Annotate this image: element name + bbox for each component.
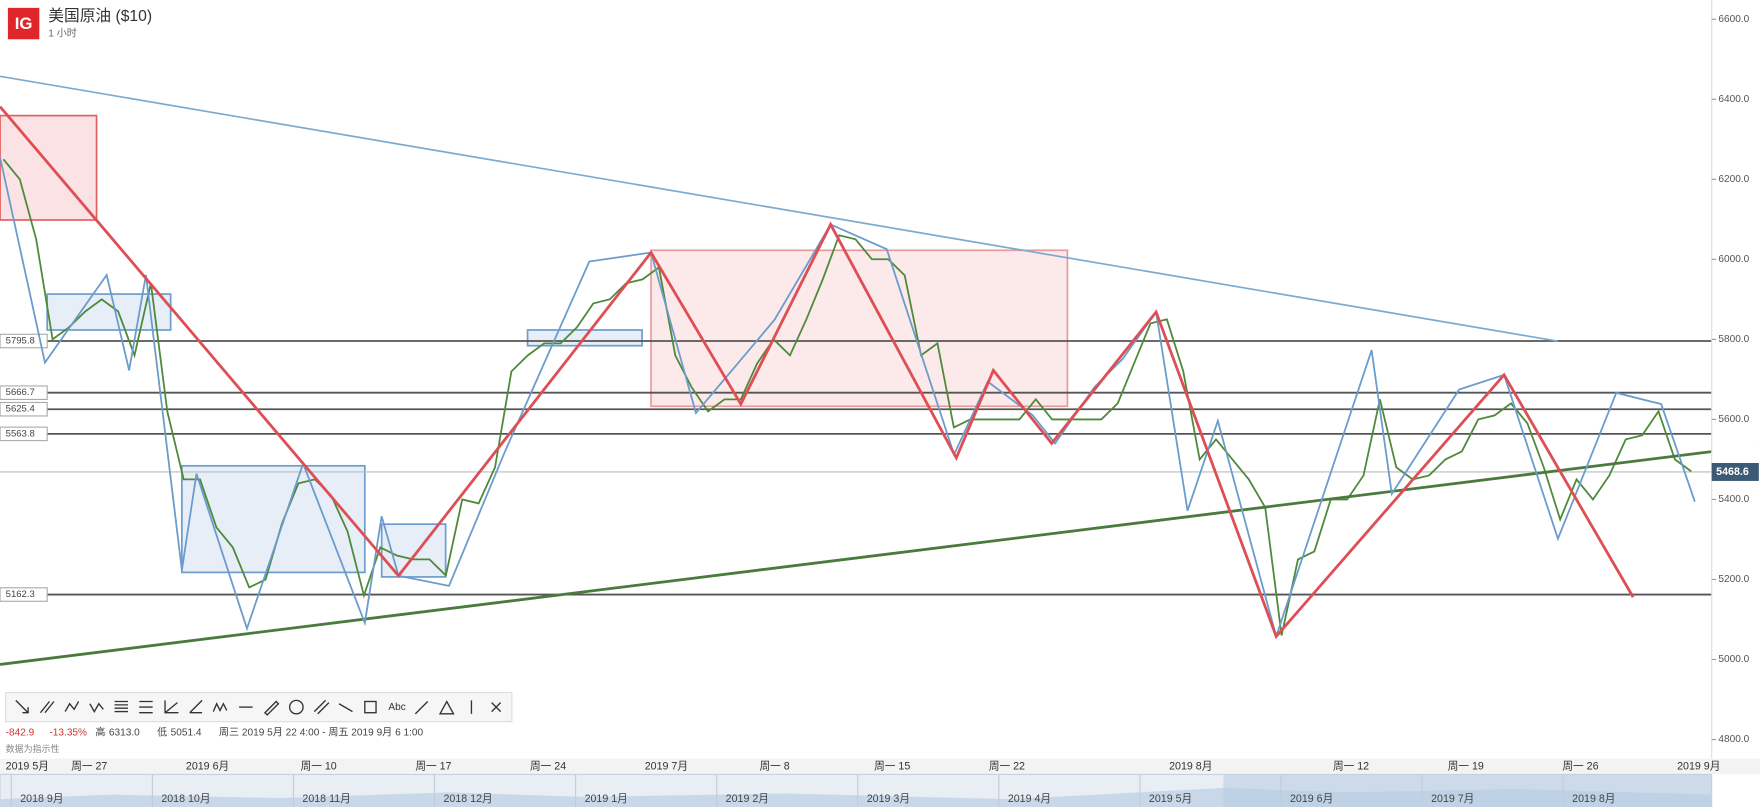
- tool-line[interactable]: [414, 701, 429, 715]
- navigator-window[interactable]: [1223, 774, 1712, 807]
- y-tick-label: 5600.0: [1718, 414, 1749, 425]
- navigator-labels: 2018 9月 2018 10月 2018 11月 2018 12月 2019 1月 20…: [10, 774, 1615, 807]
- date-range: 周三 2019 5月 22 4:00 - 周五 2019 9月 6 1:00: [219, 727, 424, 739]
- tool-wave[interactable]: [64, 701, 80, 712]
- navigator-label: 2019 5月: [1149, 793, 1192, 805]
- level-label: 5795.8: [6, 336, 35, 347]
- navigator-label: 2019 2月: [726, 793, 769, 805]
- trend-line: [0, 75, 1559, 343]
- y-axis-panel: [1711, 0, 1760, 759]
- level-label: 5625.4: [6, 404, 36, 415]
- level-tag: [0, 401, 48, 417]
- navigator-label: 2018 12月: [444, 793, 493, 805]
- x-tick-label: 周一 12: [1333, 760, 1369, 772]
- tool-pattern[interactable]: [212, 702, 228, 712]
- x-tick-label: 周一 27: [71, 760, 107, 772]
- tool-circle[interactable]: [288, 699, 304, 715]
- tool-text[interactable]: Abc: [388, 702, 405, 713]
- level-label: 5666.7: [6, 387, 35, 398]
- low-label: 低: [157, 726, 167, 739]
- annotations: [0, 114, 1069, 578]
- tool-grid[interactable]: [114, 700, 128, 713]
- zone-box: [181, 464, 366, 574]
- level-tag: [0, 426, 48, 442]
- level-tag: [0, 333, 48, 349]
- tool-rect[interactable]: [364, 700, 377, 714]
- navigator-label: 2018 9月: [20, 793, 63, 805]
- y-tick-label: 5000.0: [1718, 654, 1749, 665]
- tool-fan[interactable]: [164, 700, 179, 714]
- tool-triangle[interactable]: [438, 700, 455, 715]
- low: 5051.4: [171, 728, 202, 739]
- change-pct: -13.35%: [49, 728, 87, 739]
- tool-wave2[interactable]: [89, 702, 104, 713]
- y-tick-label: 6400.0: [1718, 94, 1749, 105]
- x-tick-label: 周一 26: [1562, 760, 1598, 772]
- toolbar-panel: [5, 691, 513, 723]
- x-tick-label: 周一 10: [301, 760, 337, 772]
- level-tag: [0, 385, 48, 400]
- level-label: 5162.3: [6, 589, 35, 600]
- tool-segment[interactable]: [338, 703, 353, 713]
- last-price-tag: [1711, 462, 1759, 481]
- navigator-label: 2019 1月: [585, 793, 628, 805]
- navigator-label: 2018 11月: [302, 793, 350, 805]
- x-tick-label: 2019 9月: [1677, 760, 1720, 772]
- y-tick-label: 5400.0: [1718, 494, 1749, 505]
- high: 6313.0: [109, 728, 140, 739]
- tool-channel[interactable]: [39, 701, 55, 714]
- interval: 1 小时: [48, 27, 77, 39]
- trendlines: [0, 75, 1760, 666]
- toolbar-close[interactable]: [491, 702, 502, 713]
- wave-line: [0, 105, 1635, 640]
- navigator-label: 2019 6月: [1290, 793, 1333, 805]
- last-price-label: 5468.6: [1716, 466, 1749, 478]
- change: -842.9: [6, 728, 35, 739]
- tool-pencil[interactable]: [263, 700, 280, 716]
- x-axis-panel: [0, 758, 1760, 775]
- level-tag: [0, 587, 48, 602]
- y-tick-label: 5800.0: [1718, 334, 1749, 345]
- note: 数据为指示性: [6, 743, 60, 754]
- y-tick-label: 6600.0: [1718, 14, 1749, 25]
- toolbar: Abc: [5, 691, 513, 723]
- x-tick-label: 周一 19: [1448, 760, 1484, 772]
- tool-arrow[interactable]: [15, 699, 29, 714]
- x-tick-label: 周一 22: [989, 760, 1025, 772]
- x-tick-label: 2019 5月: [6, 760, 49, 772]
- high-label: 高: [95, 726, 105, 739]
- x-tick-label: 周一 24: [530, 760, 566, 772]
- wave-line: [0, 156, 1696, 640]
- level-label: 5563.8: [6, 428, 35, 439]
- tool-fib[interactable]: [139, 700, 153, 714]
- tool-parallel[interactable]: [313, 699, 330, 715]
- axis-layer: 4800.0 5000.0 5200.0 5400.0 5600.0 5800.0 6000…: [1711, 14, 1759, 745]
- x-tick-label: 周一 15: [874, 760, 910, 772]
- logo-text: IG: [15, 14, 33, 33]
- y-tick-label: 4800.0: [1718, 734, 1749, 745]
- x-tick-label: 周一 17: [415, 760, 451, 772]
- navigator-label: 2018 10月: [161, 793, 210, 805]
- x-axis-layer: 2019 5月 周一 27 2019 6月 周一 10 周一 17 周一 24 2019 7…: [6, 760, 1721, 772]
- y-tick-label: 6000.0: [1718, 254, 1749, 265]
- x-tick-label: 周一 8: [759, 760, 789, 772]
- tool-angle[interactable]: [189, 699, 203, 714]
- x-tick-label: 2019 6月: [186, 760, 229, 772]
- navigator-label: 2019 4月: [1008, 793, 1051, 805]
- navigator-label: 2019 8月: [1572, 793, 1615, 805]
- navigator-label: 2019 7月: [1431, 793, 1474, 805]
- y-tick-label: 5200.0: [1718, 574, 1749, 585]
- logo: [7, 7, 40, 40]
- navigator-label: 2019 3月: [867, 793, 910, 805]
- y-tick-label: 6200.0: [1718, 174, 1749, 185]
- trend-line: [0, 444, 1760, 666]
- chart-title: 美国原油 ($10): [48, 7, 152, 25]
- x-tick-label: 2019 8月: [1169, 760, 1212, 772]
- levels-layer: 5795.8 5666.7 5625.4 5563.8 5162.3: [0, 333, 1712, 602]
- x-tick-label: 2019 7月: [645, 760, 688, 772]
